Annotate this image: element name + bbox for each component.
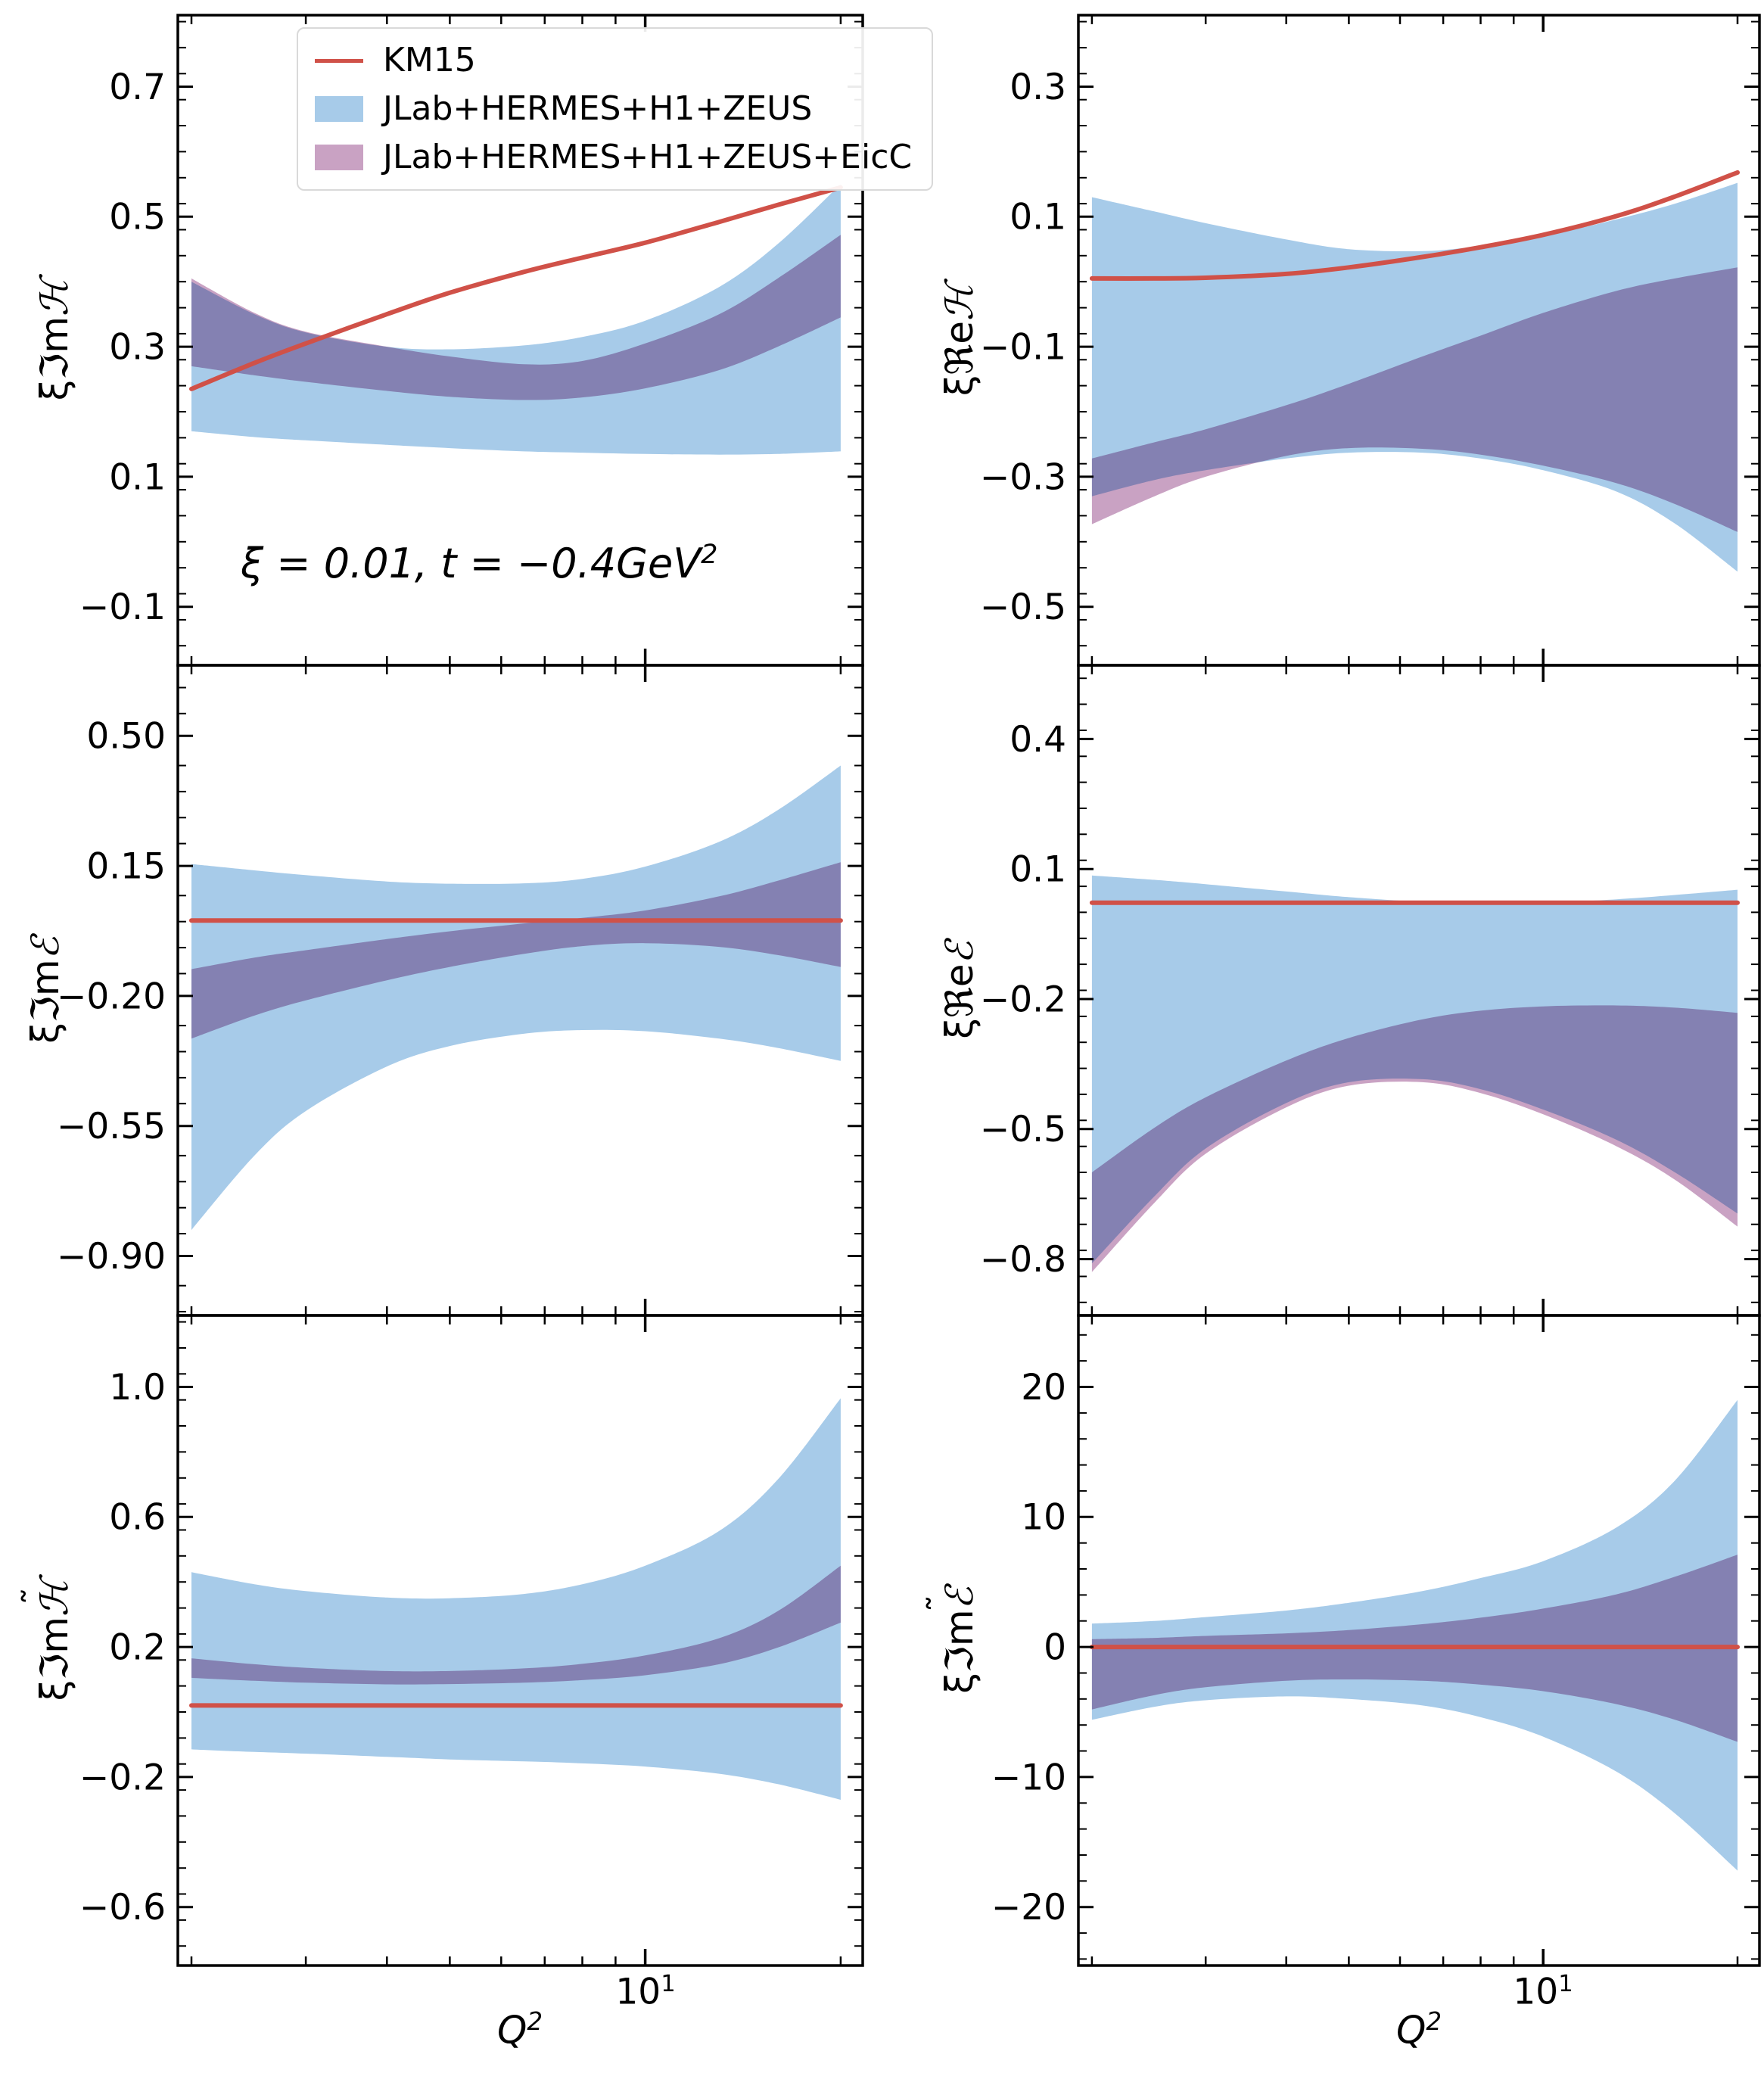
kinematics-exponent: 2 xyxy=(701,539,718,570)
y-tick-label: 0.50 xyxy=(86,716,166,758)
y-tick-label: 0.1 xyxy=(109,456,166,498)
y-tick-label: 0.1 xyxy=(1010,197,1066,238)
y-tick-label: 0 xyxy=(1044,1627,1066,1669)
axes-frame-xi-Im-H-tilde xyxy=(176,1314,864,1967)
legend-item-band-eicc: JLab+HERMES+H1+ZEUS+EicC xyxy=(315,138,912,177)
x-tick-10-right: 101 xyxy=(1513,1971,1573,2013)
y-tick-label: 20 xyxy=(1021,1367,1066,1408)
legend-label-km15: KM15 xyxy=(383,41,476,79)
x-axis-label-left: Q2 xyxy=(496,2007,543,2053)
panel-xi-Im-H-tilde: 1.0 0.6 0.2 −0.2 −0.6 xyxy=(79,1314,864,1967)
axes-frame-xi-Im-E-tilde xyxy=(1077,1314,1761,1967)
panel-xi-Re-E: 0.4 0.1 −0.2 −0.5 −0.8 xyxy=(980,664,1761,1317)
km15-line-xi-Re-H xyxy=(1089,170,1740,281)
y-axis-label-im-H: ξℑmℋ xyxy=(33,279,76,401)
x-tick-10-left: 101 xyxy=(615,1971,676,2013)
panel-xi-Im-H: 0.7 0.5 0.3 0.1 −0.1 xyxy=(79,14,864,667)
band-wide-xi-Im-H-tilde xyxy=(191,1398,841,1800)
panel-xi-Im-E: 0.50 0.15 −0.20 −0.55 −0.90 xyxy=(57,664,864,1317)
band-wide-xi-Re-H xyxy=(1091,182,1738,572)
km15-line-swatch xyxy=(315,58,363,63)
band-eicc-swatch xyxy=(315,145,363,170)
y-tick-label: 0.3 xyxy=(109,327,166,369)
y-tick-label: 0.5 xyxy=(109,197,166,238)
y-tick-label: −0.8 xyxy=(980,1239,1066,1281)
legend-item-band-wide: JLab+HERMES+H1+ZEUS xyxy=(315,89,912,129)
y-tick-label: 0.2 xyxy=(109,1627,166,1669)
y-tick-label: −0.3 xyxy=(980,456,1066,498)
y-tick-label: 0.6 xyxy=(109,1497,166,1539)
y-tick-label: −0.5 xyxy=(980,1109,1066,1150)
band-wide-xi-Im-H xyxy=(191,184,841,455)
y-axis-label-re-E: ξℜeℰ xyxy=(938,941,982,1039)
y-tick-label: 0.4 xyxy=(1010,719,1066,761)
kinematics-annotation: ξ = 0.01, t = −0.4GeV2 xyxy=(241,539,717,587)
band-wide-xi-Im-E-tilde xyxy=(1091,1399,1738,1871)
panel-xi-Re-H: 0.3 0.1 −0.1 −0.3 −0.5 xyxy=(980,14,1761,667)
km15-line-xi-Im-H xyxy=(189,185,843,391)
band-wide-swatch xyxy=(315,96,363,122)
y-tick-label: 0.7 xyxy=(109,67,166,108)
y-tick-label: 10 xyxy=(1021,1497,1066,1539)
y-tick-label: −0.2 xyxy=(79,1757,166,1798)
y-tick-label: 0.15 xyxy=(86,846,166,888)
legend-label-band-eicc: JLab+HERMES+H1+ZEUS+EicC xyxy=(383,138,913,176)
y-tick-label: −0.20 xyxy=(57,976,166,1017)
band-wide-xi-Re-E xyxy=(1091,875,1738,1264)
y-tick-label: −0.6 xyxy=(79,1887,166,1928)
y-tick-label: −20 xyxy=(991,1887,1066,1928)
panel-xi-Im-E-tilde: 20 10 0 −10 −20 xyxy=(991,1314,1761,1967)
band-wide-xi-Im-E xyxy=(191,765,841,1231)
y-axis-label-re-H: ξℜeℋ xyxy=(938,283,982,397)
y-tick-label: −0.55 xyxy=(57,1106,166,1147)
y-tick-label: −0.5 xyxy=(980,587,1066,628)
x-axis-label-right: Q2 xyxy=(1395,2007,1442,2053)
y-tick-label: 0.1 xyxy=(1010,849,1066,891)
legend-label-band-wide: JLab+HERMES+H1+ZEUS xyxy=(383,89,813,128)
y-tick-label: −0.1 xyxy=(980,327,1066,369)
y-tick-label: −0.1 xyxy=(79,587,166,628)
y-tick-label: 1.0 xyxy=(109,1367,166,1408)
y-axis-label-im-E: ξℑmℰ xyxy=(23,936,67,1044)
kinematics-text: ξ = 0.01, t = −0.4GeV xyxy=(241,540,702,587)
y-axis-label-im-H-tilde: ξℑmℋ˜ xyxy=(16,1579,76,1701)
y-tick-label: −0.90 xyxy=(57,1236,166,1278)
legend-item-km15: KM15 xyxy=(315,41,912,80)
y-axis-label-im-E-tilde: ξℑmℰ˜ xyxy=(921,1586,982,1694)
legend: KM15 JLab+HERMES+H1+ZEUS JLab+HERMES+H1+… xyxy=(297,27,934,191)
y-tick-label: −0.2 xyxy=(980,979,1066,1020)
y-tick-label: 0.3 xyxy=(1010,67,1066,108)
y-tick-label: −10 xyxy=(991,1757,1066,1798)
